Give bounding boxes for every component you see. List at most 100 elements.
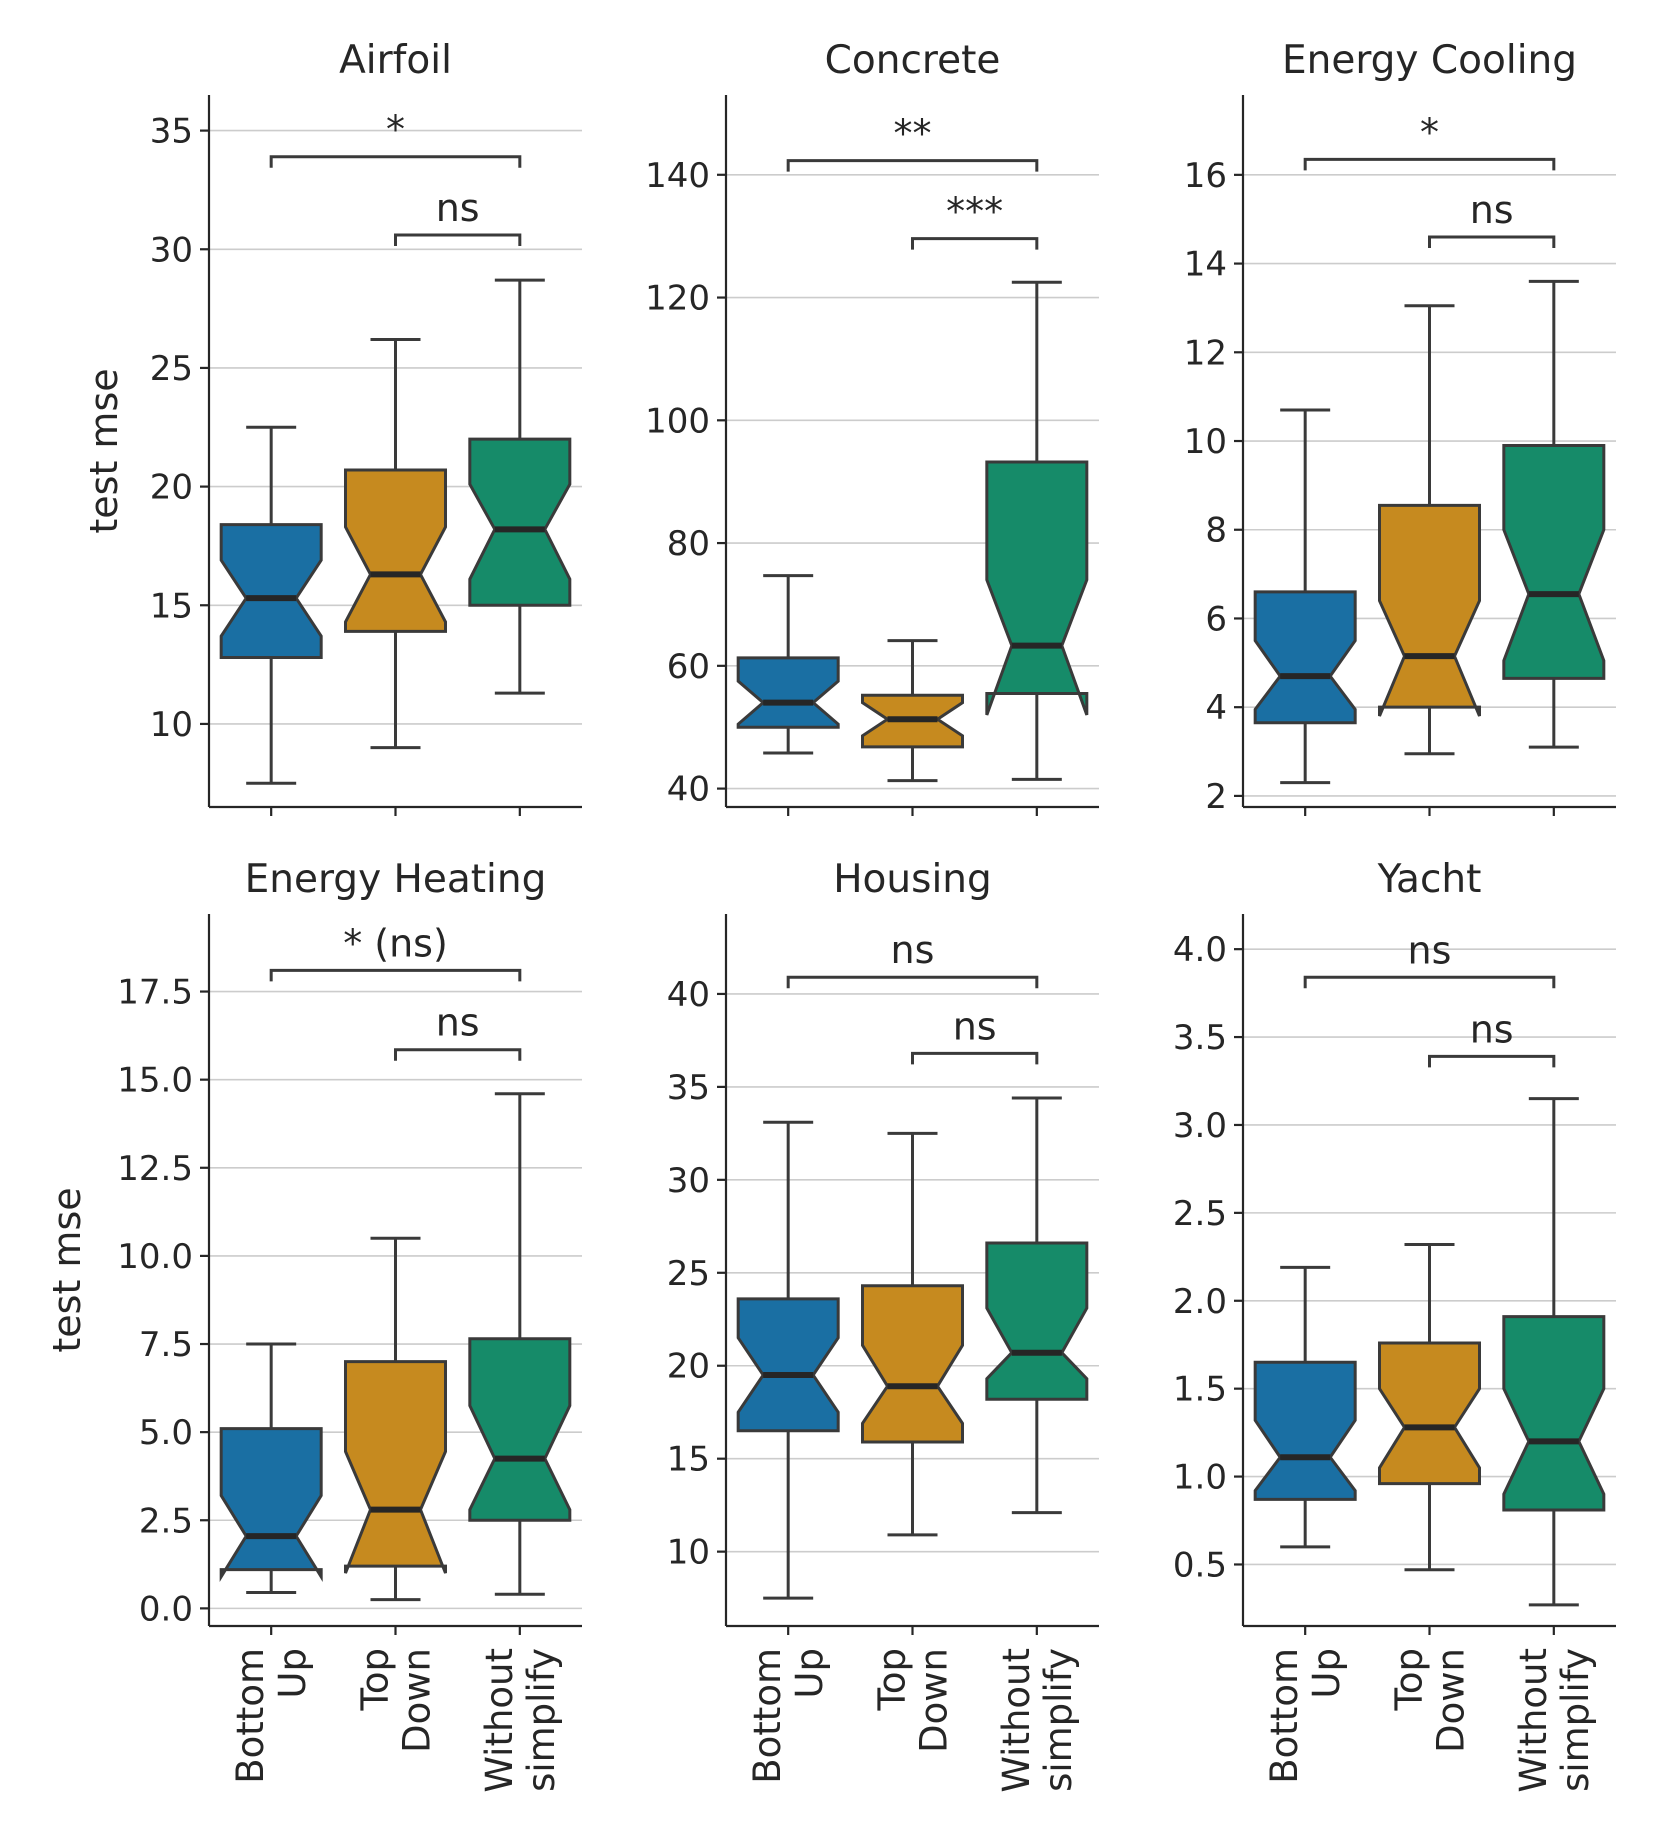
- x-tick-label: Top: [871, 1648, 914, 1711]
- y-tick-label: 3.0: [1173, 1106, 1227, 1146]
- y-tick-label: 2: [1205, 777, 1227, 817]
- box: [344, 1360, 447, 1574]
- x-tick-label: Bottom: [1263, 1648, 1306, 1784]
- y-tick-label: 10: [150, 705, 193, 745]
- x-tick-label: Bottom: [746, 1648, 789, 1784]
- y-tick-label: 40: [667, 975, 710, 1015]
- y-tick-label: 60: [667, 647, 710, 687]
- y-tick-label: 80: [667, 524, 710, 564]
- x-tick-label: Top: [1388, 1648, 1431, 1711]
- significance-bracket: [269, 155, 522, 168]
- box: [861, 1284, 964, 1444]
- significance-bracket: [911, 237, 1039, 250]
- x-tick-label: Without: [1512, 1648, 1555, 1793]
- y-tick-label: 2.5: [1173, 1194, 1227, 1234]
- y-tick-label: 20: [150, 468, 193, 508]
- x-tick-label: Bottom: [229, 1648, 272, 1784]
- box: [219, 523, 323, 659]
- box: [1253, 1360, 1357, 1501]
- y-tick-label: 1.5: [1173, 1370, 1227, 1410]
- significance-label: *: [1420, 110, 1439, 154]
- x-tick-label: Down: [1430, 1648, 1473, 1753]
- significance-bracket: [911, 1051, 1039, 1065]
- box: [736, 656, 840, 729]
- y-tick-label: 1.0: [1173, 1458, 1227, 1498]
- box: [1378, 503, 1481, 717]
- y-tick-label: 5.0: [139, 1413, 193, 1453]
- significance-label: ns: [1470, 1007, 1514, 1051]
- panel-energy-cooling: 2 4 6 8 10 12 14 16 Energy Cooling * ns: [1184, 38, 1616, 817]
- significance-bracket: [786, 159, 1039, 172]
- y-tick-label: 20: [667, 1347, 710, 1387]
- y-tick-label: 17.5: [117, 973, 193, 1013]
- panel-title: Airfoil: [339, 38, 452, 83]
- y-tick-label: 0.0: [139, 1589, 193, 1629]
- box: [219, 1427, 323, 1582]
- box: [985, 460, 1089, 716]
- y-tick-label: 25: [667, 1254, 710, 1294]
- y-tick-label: 40: [667, 770, 710, 810]
- y-tick-label: 2.5: [139, 1501, 193, 1541]
- x-tick-label: Down: [913, 1648, 956, 1753]
- box: [1502, 1315, 1606, 1512]
- y-axis-label: test mse: [45, 1187, 89, 1352]
- box: [344, 468, 447, 633]
- x-tick-label: Without: [995, 1648, 1038, 1793]
- x-tick-label: Down: [396, 1648, 439, 1753]
- y-tick-label: 35: [667, 1068, 710, 1108]
- significance-bracket: [1428, 235, 1556, 248]
- y-tick-label: 4: [1205, 688, 1227, 728]
- significance-bracket: [786, 975, 1039, 989]
- y-tick-label: 3.5: [1173, 1018, 1227, 1058]
- significance-bracket: [1303, 157, 1556, 171]
- significance-label: ***: [946, 190, 1003, 234]
- box: [1378, 1341, 1481, 1486]
- y-tick-label: 8: [1205, 511, 1227, 551]
- panel-title: Housing: [833, 857, 992, 902]
- y-tick-label: 4.0: [1173, 930, 1227, 970]
- x-tick-label: Up: [1305, 1648, 1348, 1699]
- y-tick-label: 15: [150, 586, 193, 626]
- y-tick-label: 7.5: [139, 1325, 193, 1365]
- significance-label: ns: [436, 186, 480, 230]
- x-tick-label: simplify: [1554, 1648, 1597, 1792]
- y-tick-label: 25: [150, 349, 193, 389]
- y-tick-label: 15: [667, 1440, 710, 1480]
- significance-bracket: [269, 968, 522, 982]
- panel-title: Energy Cooling: [1282, 38, 1577, 83]
- box: [468, 1337, 572, 1522]
- significance-label: **: [894, 112, 932, 156]
- significance-label: ns: [436, 1001, 480, 1045]
- significance-label: * (ns): [343, 921, 448, 965]
- panel-title: Concrete: [825, 38, 1001, 83]
- significance-label: ns: [953, 1004, 997, 1048]
- significance-bracket: [394, 1048, 522, 1061]
- y-tick-label: 30: [150, 230, 193, 270]
- y-tick-label: 12.5: [117, 1149, 193, 1189]
- y-tick-label: 120: [645, 279, 710, 319]
- x-tick-label: Without: [478, 1648, 521, 1793]
- box: [736, 1297, 840, 1433]
- y-tick-label: 15.0: [117, 1061, 193, 1101]
- significance-label: ns: [891, 928, 935, 972]
- x-tick-label: Up: [788, 1648, 831, 1699]
- box: [1253, 590, 1357, 725]
- y-tick-label: 16: [1184, 156, 1227, 196]
- y-tick-label: 14: [1184, 245, 1227, 285]
- significance-bracket: [394, 233, 522, 247]
- y-axis-label: test mse: [82, 368, 126, 533]
- panel-title: Yacht: [1377, 857, 1482, 902]
- significance-bracket: [1303, 975, 1556, 989]
- panel-airfoil: 10 15 20 25 30 35 Airfoil test mse * ns: [82, 38, 582, 816]
- x-tick-label: simplify: [1037, 1648, 1080, 1792]
- y-tick-label: 100: [645, 401, 710, 441]
- box: [1502, 443, 1606, 680]
- significance-bracket: [1428, 1054, 1556, 1068]
- y-tick-label: 12: [1184, 333, 1227, 373]
- x-tick-label: Top: [354, 1648, 397, 1711]
- panel-energy-heating: 0.0 2.5 5.0 7.5 10.0 12.5 15.0 17.5 Energy Heati…: [45, 857, 582, 1793]
- panel-title: Energy Heating: [245, 857, 547, 902]
